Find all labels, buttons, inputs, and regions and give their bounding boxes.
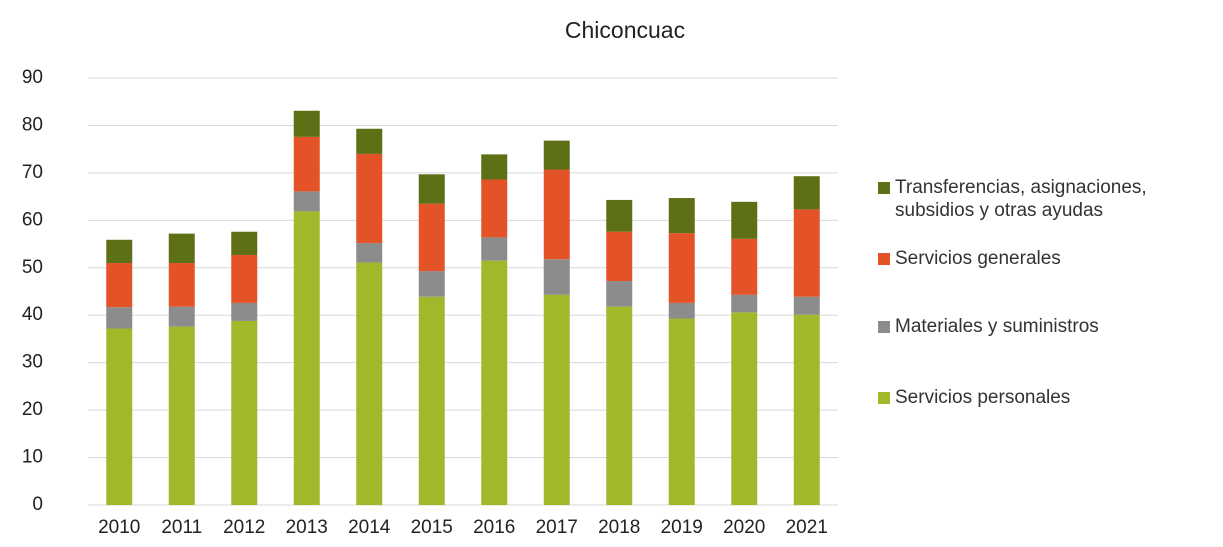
x-tick-label: 2012 <box>223 517 265 538</box>
legend-swatch <box>878 253 890 265</box>
bar-segment <box>418 174 445 204</box>
bar-segment <box>231 231 258 255</box>
x-tick-label: 2018 <box>598 517 640 538</box>
x-tick-label: 2017 <box>536 517 578 538</box>
bar-segment <box>231 254 258 303</box>
y-tick-label: 40 <box>22 304 43 325</box>
bar-segment <box>356 153 383 244</box>
bar-segment <box>543 294 570 505</box>
y-tick-label: 80 <box>22 114 43 135</box>
bar-segment <box>481 237 508 261</box>
bar-segment <box>668 318 695 505</box>
legend-item: Materiales y suministros <box>878 315 1218 338</box>
legend-swatch <box>878 182 890 194</box>
x-tick-label: 2013 <box>286 517 328 538</box>
bar-segment <box>168 233 195 264</box>
bar-segment <box>418 296 445 505</box>
bar-segment <box>731 201 758 239</box>
bar-segment <box>293 136 320 192</box>
bar-segment <box>793 209 820 297</box>
bar-segment <box>731 238 758 295</box>
bar-segment <box>793 176 820 210</box>
y-tick-label: 0 <box>32 494 43 515</box>
bar-segment <box>543 259 570 295</box>
bar-segment <box>606 306 633 505</box>
legend-swatch <box>878 321 890 333</box>
legend-item: Servicios generales <box>878 247 1218 270</box>
x-tick-label: 2011 <box>161 517 202 538</box>
bar-segment <box>418 271 445 297</box>
x-tick-label: 2014 <box>348 517 391 538</box>
bar-segment <box>481 179 508 238</box>
bar-segment <box>356 128 383 154</box>
bar-segment <box>543 169 570 260</box>
legend-label: Materiales y suministros <box>895 316 1099 337</box>
legend-label: Servicios generales <box>895 248 1061 269</box>
y-tick-label: 50 <box>22 257 43 278</box>
x-tick-label: 2010 <box>98 517 140 538</box>
legend-item: Servicios personales <box>878 386 1218 409</box>
bar-segment <box>356 262 383 505</box>
y-tick-label: 10 <box>22 447 43 468</box>
bar-segment <box>481 154 508 180</box>
bar-segment <box>106 263 133 308</box>
y-tick-label: 70 <box>22 162 43 183</box>
bar-segment <box>606 281 633 307</box>
bar-segment <box>731 312 758 505</box>
legend-swatch <box>878 392 890 404</box>
bar-segment <box>356 243 383 263</box>
bar-segment <box>793 314 820 505</box>
bar-segment <box>543 140 570 170</box>
bar-segment <box>668 198 695 234</box>
legend-label: Transferencias, asignaciones, subsidios … <box>895 177 1147 221</box>
bar-segment <box>606 231 633 282</box>
bar-segment <box>106 307 133 329</box>
y-tick-label: 60 <box>22 209 43 230</box>
x-tick-label: 2015 <box>411 517 453 538</box>
x-tick-label: 2020 <box>723 517 765 538</box>
bar-segment <box>793 296 820 315</box>
bar-segment <box>293 211 320 505</box>
bar-segment <box>668 302 695 319</box>
x-tick-label: 2016 <box>473 517 515 538</box>
y-tick-label: 90 <box>22 67 43 88</box>
legend-label: Servicios personales <box>895 387 1071 408</box>
x-tick-label: 2019 <box>661 517 703 538</box>
bar-segment <box>106 328 133 505</box>
bar-segment <box>231 320 258 505</box>
y-tick-label: 30 <box>22 352 43 373</box>
x-tick-label: 2021 <box>786 517 828 538</box>
bar-segment <box>418 203 445 272</box>
chart-title: Chiconcuac <box>565 17 685 43</box>
bar-segment <box>731 294 758 313</box>
bar-segment <box>668 233 695 303</box>
bar-segment <box>168 326 195 505</box>
bar-segment <box>293 191 320 212</box>
bar-segment <box>481 260 508 505</box>
bar-segment <box>293 110 320 137</box>
legend-item: Transferencias, asignaciones, subsidios … <box>878 176 1218 222</box>
bar-segment <box>106 239 133 264</box>
bar-segment <box>168 306 195 327</box>
bar-segment <box>231 302 258 321</box>
bar-segment <box>606 199 633 232</box>
bar-segment <box>168 263 195 307</box>
y-tick-label: 20 <box>22 399 43 420</box>
